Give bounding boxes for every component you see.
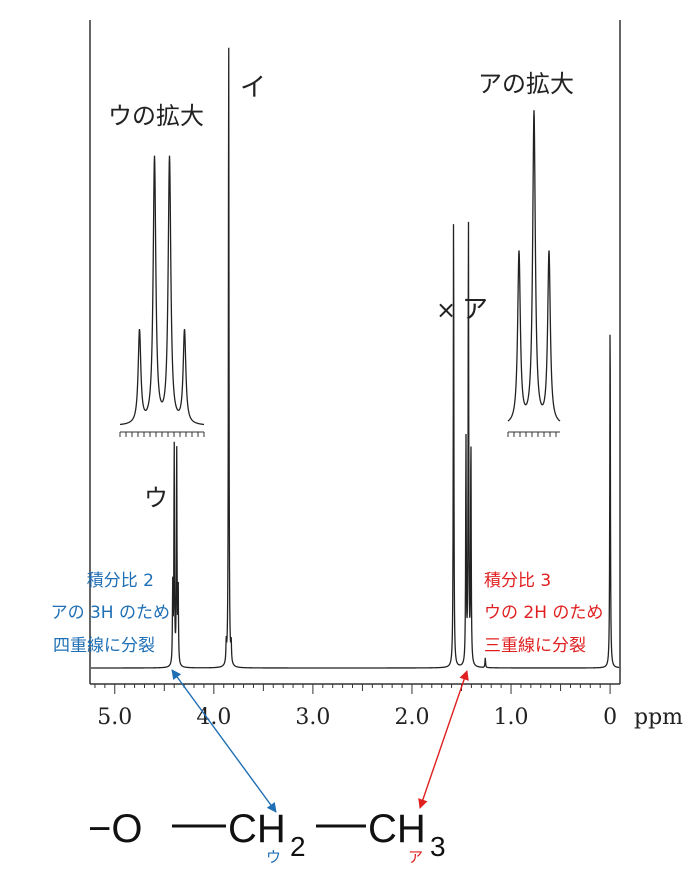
formula-ch3: CH (368, 807, 426, 851)
x-axis-label: ppm (634, 705, 683, 730)
spectrum-trace (91, 47, 620, 669)
inset-u-label: ウの拡大 (108, 102, 204, 130)
x-axis-tick-labels: 5.0 4.0 3.0 2.0 1.0 0 (97, 705, 617, 730)
peak-label-a: ア (462, 295, 488, 325)
x-tick-label: 2.0 (394, 705, 429, 730)
note-red-line-2: ウの 2H のため (484, 603, 603, 623)
x-tick-label: 1.0 (494, 705, 529, 730)
note-blue-line-1: 積分比 2 (87, 571, 154, 591)
peak-label-u: ウ (144, 484, 168, 512)
inset-u-trace (119, 155, 205, 426)
note-blue-line-2: アの 3H のため (51, 603, 170, 623)
x-tick-label: 0 (603, 705, 617, 730)
inset-a-scale (507, 431, 560, 437)
inset-a-label: アの拡大 (478, 70, 574, 98)
formula-ch2: CH (228, 807, 286, 851)
formula-label-a: ア (408, 848, 423, 866)
inset-a-trace (507, 110, 561, 422)
arrow-red (418, 670, 469, 809)
structural-formula: −O CH 2 CH 3 ウ ア (88, 807, 446, 866)
note-blue-line-3: 四重線に分裂 (53, 636, 155, 656)
x-tick-label: 3.0 (295, 705, 330, 730)
arrow-blue (171, 669, 277, 813)
formula-o: −O (88, 807, 142, 851)
peak-label-x: × (436, 296, 456, 324)
note-red-line-1: 積分比 3 (484, 571, 551, 591)
x-axis-ticks (94, 684, 611, 694)
formula-label-u: ウ (266, 848, 281, 866)
note-red-line-3: 三重線に分裂 (484, 636, 586, 656)
inset-u-scale (119, 431, 205, 437)
x-tick-label: 5.0 (97, 705, 132, 730)
peak-label-i: イ (240, 73, 266, 103)
formula-ch3-sub: 3 (430, 831, 446, 862)
formula-ch2-sub: 2 (290, 831, 306, 862)
